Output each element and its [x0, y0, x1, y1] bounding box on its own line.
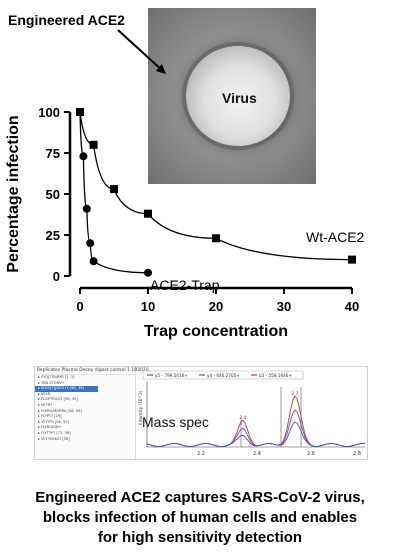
caption-line-2: blocks infection of human cells and enab…	[42, 509, 358, 526]
ace2-trap-point	[144, 268, 152, 277]
replicate-list-item[interactable]: ▸ FLYPT? [29]	[38, 414, 62, 419]
wt-ace2-point	[110, 185, 118, 194]
engineered-ace2-arrow	[117, 29, 166, 74]
legend-entry: y4 - 646.2705+	[207, 373, 240, 378]
replicate-list-item[interactable]: ▸ VFYITH [56, 50]	[38, 419, 70, 424]
virus-particle	[186, 46, 290, 146]
caption-line-1: Engineered ACE2 captures SARS-CoV-2 viru…	[35, 489, 365, 506]
y-tick-label: 0	[53, 269, 60, 284]
ace2-trap-point	[82, 204, 91, 213]
x-tick-label: 10	[141, 299, 155, 314]
ace2-trap-point	[89, 257, 98, 266]
x-tick-label: 30	[277, 299, 291, 314]
chromatogram-trace-blue	[146, 421, 366, 447]
wt-ace2-point	[212, 234, 220, 243]
caption-line-3: for high sensitivity detection	[97, 529, 303, 546]
x-tick-label: 20	[209, 299, 223, 314]
replicate-list-item[interactable]: ▸ FLGPTRGQT [58, 50]	[38, 397, 78, 402]
figure-caption: Engineered ACE2 captures SARS-CoV-2 viru…	[0, 488, 400, 548]
series-label-ace2-trap: ACE2-Trap	[150, 277, 220, 293]
y-axis-label: Percentage infection	[5, 115, 22, 272]
infection-chart: 0 25 50 75 100 0 10 20 30 40 Trap concentration Per…	[5, 105, 365, 340]
replicate-list-item[interactable]: ▸ ELEG[?][NSG IY [56, 36]	[35, 386, 98, 392]
replicate-list-item[interactable]: ▸ SYQ[TSNRYR [1 .3]	[38, 375, 75, 379]
virus-label: Virus	[222, 90, 257, 106]
replicate-list-title: Replicates Plasma Decoy digest control 1…	[35, 368, 149, 375]
replicate-list-item[interactable]: ▸ FLYRGIGN+	[38, 425, 62, 430]
x-tick-label: 40	[345, 299, 359, 314]
wt-ace2-point	[348, 255, 356, 264]
wt-ace2-point	[89, 140, 98, 149]
y-tick-label: 100	[38, 105, 60, 120]
chromatogram-x-tick: 2.4	[253, 451, 261, 457]
ace2-trap-point	[76, 108, 84, 116]
mass-spec-label: Mass spec	[142, 414, 209, 430]
ace2-trap-point	[86, 239, 95, 248]
chromatogram-legend	[142, 370, 304, 380]
replicate-list-item[interactable]: ▸ FLYTTP? [71, 36]	[38, 430, 71, 435]
engineered-ace2-label: Engineered ACE2	[8, 12, 125, 28]
chromatogram-plot: y5 - 799.5416+ y4 - 646.2705+ b3 - 558.164…	[138, 370, 366, 457]
replicate-list-item[interactable]: ▸ VETYEKKS? [58]	[38, 436, 70, 441]
virus-micrograph: Virus	[148, 8, 316, 184]
replicate-list-item[interactable]: ▸ VETR?	[38, 402, 53, 407]
x-axis-label: Trap concentration	[144, 323, 288, 340]
replicate-list-item[interactable]: ▸ VELR	[38, 391, 51, 396]
mass-spec-panel: Replicates Plasma Decoy digest control 1…	[34, 366, 368, 460]
replicate-list-item[interactable]: ▸ TKN ETGNV+	[38, 380, 65, 385]
legend-entry: y5 - 799.5416+	[155, 373, 188, 378]
wt-ace2-point	[144, 209, 152, 218]
legend-entry: b3 - 558.1646+	[259, 373, 292, 378]
y-tick-label: 75	[46, 146, 60, 161]
chromatogram-x-tick: 2.8	[353, 451, 361, 457]
replicate-list: Replicates Plasma Decoy digest control 1…	[35, 367, 149, 459]
chromatogram-x-tick: 2.2	[197, 451, 205, 457]
peak-label: 2.4	[239, 415, 246, 421]
replicate-list-item[interactable]: ▸ FLPPIGMGRRA [58, 59]	[38, 408, 82, 413]
series-label-wt-ace2: Wt-ACE2	[306, 229, 365, 245]
y-tick-label: 25	[46, 228, 60, 243]
chromatogram-y-label: Intensity (10^3)	[138, 390, 143, 425]
x-tick-label: 0	[76, 299, 83, 314]
chromatogram-x-tick: 2.6	[307, 451, 315, 457]
y-tick-label: 50	[46, 187, 60, 202]
ace2-trap-point	[79, 152, 88, 161]
peak-label: 2.7	[291, 391, 298, 397]
